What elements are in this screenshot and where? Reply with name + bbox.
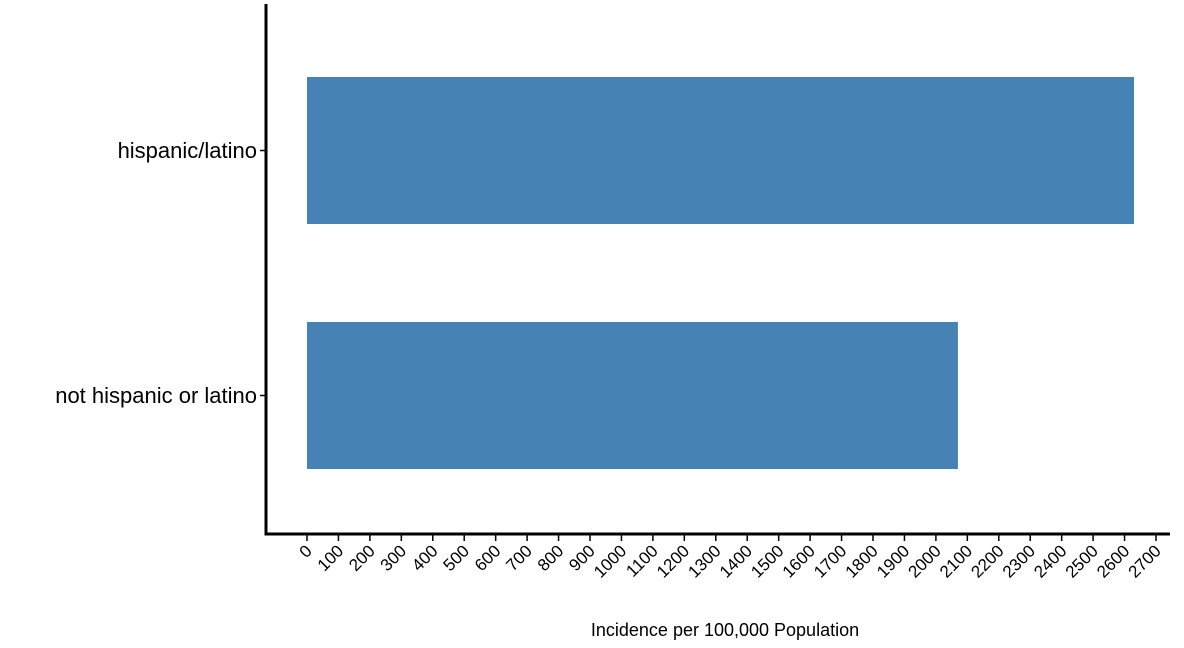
x-tick-label-7: 700 (502, 541, 535, 574)
x-tick-label-17: 1700 (810, 541, 850, 581)
y-tick-label-0: hispanic/latino (118, 138, 257, 163)
x-tick-label-20: 2000 (905, 541, 945, 581)
x-tick-label-8: 800 (534, 541, 567, 574)
x-tick-label-23: 2300 (999, 541, 1039, 581)
x-tick-label-22: 2200 (967, 541, 1007, 581)
x-axis: 0100200300400500600700800900100011001200… (264, 532, 1170, 582)
x-tick-label-19: 1900 (873, 541, 913, 581)
x-tick-label-16: 1600 (779, 541, 819, 581)
x-axis-title: Incidence per 100,000 Population (591, 620, 859, 640)
x-tick-label-21: 2100 (936, 541, 976, 581)
x-tick-label-18: 1800 (842, 541, 882, 581)
x-tick-label-26: 2600 (1093, 541, 1133, 581)
x-tick-label-25: 2500 (1062, 541, 1102, 581)
x-tick-label-14: 1400 (716, 541, 756, 581)
x-tick-label-24: 2400 (1030, 541, 1070, 581)
x-tick-label-10: 1000 (590, 541, 630, 581)
x-tick-label-1: 100 (314, 541, 347, 574)
x-tick-label-0: 0 (296, 541, 316, 561)
y-tick-label-1: not hispanic or latino (55, 383, 257, 408)
x-tick-label-6: 600 (471, 541, 504, 574)
bars-group (307, 77, 1134, 469)
x-tick-label-4: 400 (408, 541, 441, 574)
x-tick-label-13: 1300 (684, 541, 724, 581)
x-tick-label-27: 2700 (1125, 541, 1165, 581)
x-tick-label-5: 500 (440, 541, 473, 574)
x-tick-label-12: 1200 (653, 541, 693, 581)
x-tick-label-11: 1100 (622, 541, 661, 580)
x-tick-label-2: 200 (345, 541, 378, 574)
bar-1 (307, 322, 958, 469)
y-axis: hispanic/latino not hispanic or latino (55, 4, 268, 534)
x-tick-label-15: 1500 (747, 541, 787, 581)
bar-0 (307, 77, 1134, 224)
x-tick-label-3: 300 (377, 541, 410, 574)
